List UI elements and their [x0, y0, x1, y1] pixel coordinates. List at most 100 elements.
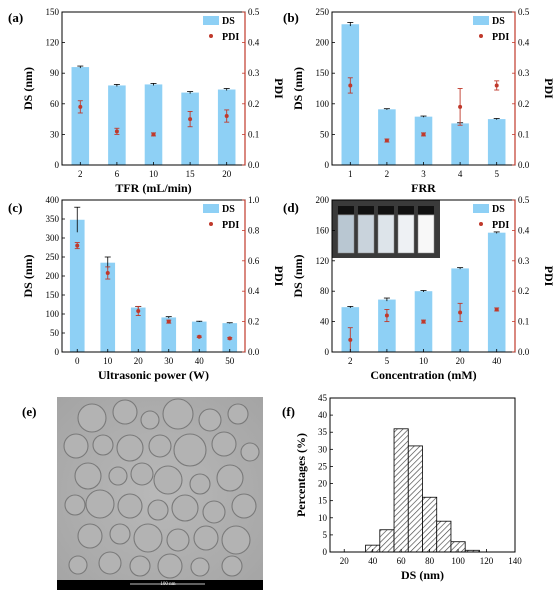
panel-a: (a) 0 30 60 90 120 150 0.0 0.1 0.2 0.3 0.4 0.5 2 6 10 15… [8, 7, 286, 195]
vesicle [117, 493, 143, 519]
vesicle [64, 494, 86, 516]
x-tick-label: 0 [75, 356, 80, 366]
y-tick-label: 20 [318, 479, 328, 489]
y2-tick-label: 0.1 [248, 129, 259, 139]
vial-body [417, 214, 435, 254]
vials-photo-inset [332, 200, 440, 258]
vesicle [221, 555, 243, 577]
pdi-point [384, 313, 389, 318]
vesicle [77, 403, 107, 433]
x-axis-title: FRR [411, 181, 436, 195]
vesicle [68, 555, 88, 575]
y2-axis-title: PDI [542, 78, 556, 99]
y-tick-label: 300 [46, 233, 60, 243]
pdi-point [166, 319, 171, 324]
y-tick-label: 50 [320, 129, 330, 139]
vesicle [221, 525, 251, 555]
y-tick-label: 80 [320, 286, 330, 296]
x-tick-label: 5 [494, 169, 499, 179]
x-tick-label: 20 [340, 556, 350, 566]
pdi-point [421, 319, 426, 324]
y2-tick-label: 0.4 [518, 38, 530, 48]
y2-tick-label: 0.1 [518, 129, 529, 139]
ds-bar [71, 67, 90, 165]
vesicle [227, 403, 249, 425]
vesicle [193, 525, 219, 551]
x-tick-label: 40 [492, 356, 502, 366]
vesicle [98, 551, 122, 575]
y-tick-label: 45 [318, 393, 328, 403]
pdi-point [348, 83, 353, 88]
pdi-point [151, 132, 156, 137]
vial-body [337, 214, 355, 254]
y2-axis-title: PDI [542, 266, 556, 287]
ds-bar [217, 89, 236, 165]
y2-axis-title: PDI [272, 78, 286, 99]
y2-tick-label: 0.8 [248, 225, 260, 235]
vial-cap [398, 206, 414, 214]
ds-bar [144, 84, 163, 165]
vesicle [92, 434, 114, 456]
vesicle [166, 528, 190, 552]
pdi-point [227, 336, 232, 341]
histogram-bar [379, 529, 395, 553]
y-tick-label: 200 [316, 195, 330, 205]
y-tick-label: 200 [46, 271, 60, 281]
y2-tick-label: 0.2 [518, 99, 529, 109]
legend-ds-swatch [473, 204, 489, 213]
legend-pdi-marker [209, 222, 213, 226]
pdi-point [75, 243, 80, 248]
y-tick-label: 40 [320, 317, 330, 327]
x-tick-label: 15 [186, 169, 196, 179]
x-tick-label: 120 [480, 556, 494, 566]
y-tick-label: 0 [55, 160, 60, 170]
y-tick-label: 200 [316, 38, 330, 48]
vesicle [162, 398, 194, 430]
scale-bar-strip [57, 580, 263, 590]
vesicle [77, 523, 103, 549]
vial-cap [418, 206, 434, 214]
legend-ds-label: DS [492, 16, 505, 27]
x-tick-label: 4 [458, 169, 463, 179]
panel-d: (d) 0 40 80 120 160 200 0.0 0.1 0.2 0.3 0.4 0.5 2 5 10 2… [283, 195, 556, 382]
ds-bar [414, 116, 433, 165]
x-tick-label: 50 [225, 356, 235, 366]
y2-tick-label: 0.2 [248, 317, 259, 327]
y-tick-label: 15 [318, 496, 328, 506]
pdi-point [458, 310, 463, 315]
x-axis-title: DS (nm) [401, 568, 444, 582]
y-tick-label: 50 [50, 328, 60, 338]
x-tick-label: 5 [385, 356, 390, 366]
ds-bar [108, 85, 126, 165]
pdi-point [348, 337, 353, 342]
vesicle [108, 466, 128, 486]
legend-ds-label: DS [492, 204, 505, 215]
legend-ds-label: DS [222, 204, 235, 215]
x-tick-label: 20 [134, 356, 144, 366]
pdi-point [458, 104, 463, 109]
y2-tick-label: 0.6 [248, 256, 260, 266]
vesicle [129, 555, 151, 577]
vesicle [74, 462, 102, 490]
y-axis-title: DS (nm) [291, 254, 305, 297]
pdi-point [494, 307, 499, 312]
x-tick-label: 6 [115, 169, 120, 179]
y-tick-label: 250 [46, 252, 60, 262]
pdi-point [421, 132, 426, 137]
ds-bar [100, 262, 116, 352]
vesicle [112, 399, 138, 425]
x-tick-label: 100 [451, 556, 465, 566]
vial-cap [338, 206, 354, 214]
y-tick-label: 120 [46, 38, 60, 48]
vesicle [148, 434, 172, 458]
vial-body [377, 214, 395, 254]
y-axis-title: Percentages (%) [294, 433, 308, 517]
y-axis-title: DS (nm) [21, 67, 35, 110]
legend-ds-swatch [203, 16, 219, 25]
x-tick-label: 3 [421, 169, 426, 179]
panel-label: (c) [8, 200, 22, 215]
x-tick-label: 20 [222, 169, 232, 179]
pdi-point [136, 308, 141, 313]
vesicle [173, 433, 207, 467]
